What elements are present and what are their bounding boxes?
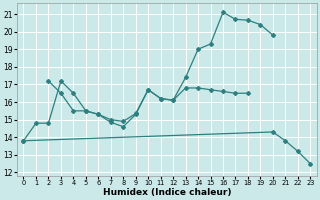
- X-axis label: Humidex (Indice chaleur): Humidex (Indice chaleur): [103, 188, 231, 197]
